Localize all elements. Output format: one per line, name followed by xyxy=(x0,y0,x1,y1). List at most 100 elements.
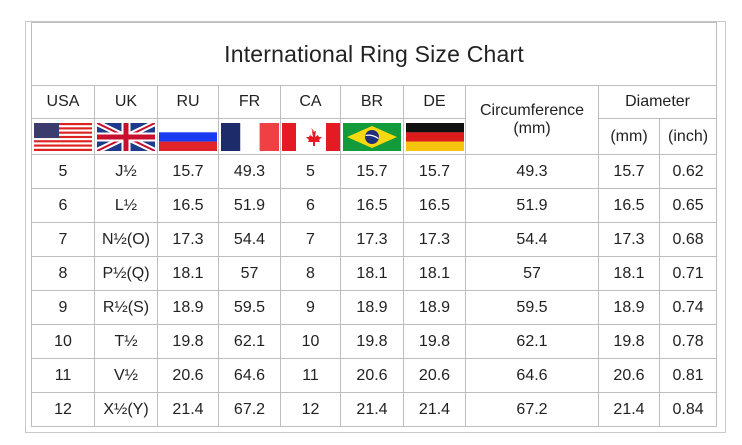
cell-de: 16.5 xyxy=(403,188,466,223)
france-flag-icon xyxy=(220,122,279,151)
cell-circumference-mm: 51.9 xyxy=(465,188,599,223)
cell-diameter-mm: 21.4 xyxy=(598,392,660,427)
header-diameter: Diameter xyxy=(597,85,718,119)
ring-size-table: International Ring Size Chart USA UK RU … xyxy=(30,22,718,427)
cell-uk: V½ xyxy=(94,358,158,393)
cell-br: 18.9 xyxy=(340,290,404,325)
cell-fr: 51.9 xyxy=(218,188,281,223)
cell-ca: 12 xyxy=(280,392,341,427)
header-fr: FR xyxy=(218,85,281,119)
circumference-unit: (mm) xyxy=(513,120,551,137)
cell-ca: 9 xyxy=(280,290,341,325)
cell-ca: 7 xyxy=(280,222,341,257)
header-br: BR xyxy=(340,85,404,119)
header-circumference: Circumference (mm) xyxy=(465,85,599,155)
table-row: 10 T½ 19.8 62.1 10 19.8 19.8 62.1 19.8 0.78 xyxy=(31,324,718,359)
usa-flag-icon xyxy=(34,122,92,151)
cell-diameter-mm: 16.5 xyxy=(598,188,660,223)
cell-br: 16.5 xyxy=(340,188,404,223)
cell-de: 19.8 xyxy=(403,324,466,359)
cell-circumference-mm: 57 xyxy=(465,256,599,291)
cell-usa: 12 xyxy=(31,392,95,427)
cell-usa: 11 xyxy=(31,358,95,393)
cell-usa: 7 xyxy=(31,222,95,257)
header-uk: UK xyxy=(94,85,158,119)
cell-ru: 21.4 xyxy=(157,392,219,427)
header-usa: USA xyxy=(31,85,95,119)
cell-circumference-mm: 62.1 xyxy=(465,324,599,359)
cell-br: 15.7 xyxy=(340,154,404,189)
cell-diameter-mm: 19.8 xyxy=(598,324,660,359)
cell-de: 20.6 xyxy=(403,358,466,393)
cell-diameter-inch: 0.81 xyxy=(658,358,718,393)
table-row: 11 V½ 20.6 64.6 11 20.6 20.6 64.6 20.6 0.81 xyxy=(31,358,718,393)
cell-uk: P½(Q) xyxy=(94,256,158,291)
germany-flag-cell xyxy=(403,118,466,155)
cell-uk: R½(S) xyxy=(94,290,158,325)
table-row: 12 X½(Y) 21.4 67.2 12 21.4 21.4 67.2 21.4 0.84 xyxy=(31,392,718,427)
cell-uk: X½(Y) xyxy=(94,392,158,427)
cell-ru: 19.8 xyxy=(157,324,219,359)
header-diameter-inch: (inch) xyxy=(658,118,718,155)
russia-flag-icon xyxy=(159,122,217,151)
cell-circumference-mm: 64.6 xyxy=(465,358,599,393)
cell-uk: N½(O) xyxy=(94,222,158,257)
cell-fr: 59.5 xyxy=(218,290,281,325)
cell-diameter-mm: 18.1 xyxy=(598,256,660,291)
table-row: 8 P½(Q) 18.1 57 8 18.1 18.1 57 18.1 0.71 xyxy=(31,256,718,291)
usa-flag-cell xyxy=(31,118,95,155)
cell-ru: 15.7 xyxy=(157,154,219,189)
cell-circumference-mm: 59.5 xyxy=(465,290,599,325)
cell-diameter-inch: 0.78 xyxy=(658,324,718,359)
cell-ca: 8 xyxy=(280,256,341,291)
cell-circumference-mm: 49.3 xyxy=(465,154,599,189)
cell-br: 21.4 xyxy=(340,392,404,427)
cell-ru: 17.3 xyxy=(157,222,219,257)
cell-usa: 8 xyxy=(31,256,95,291)
cell-fr: 67.2 xyxy=(218,392,281,427)
cell-fr: 57 xyxy=(218,256,281,291)
cell-br: 20.6 xyxy=(340,358,404,393)
table-row: 6 L½ 16.5 51.9 6 16.5 16.5 51.9 16.5 0.65 xyxy=(31,188,718,223)
table-row: 9 R½(S) 18.9 59.5 9 18.9 18.9 59.5 18.9 0.74 xyxy=(31,290,718,325)
cell-diameter-inch: 0.84 xyxy=(658,392,718,427)
cell-usa: 9 xyxy=(31,290,95,325)
uk-flag-cell xyxy=(94,118,158,155)
brazil-flag-icon xyxy=(343,122,401,151)
cell-br: 17.3 xyxy=(340,222,404,257)
cell-de: 21.4 xyxy=(403,392,466,427)
table-row: 5 J½ 15.7 49.3 5 15.7 15.7 49.3 15.7 0.62 xyxy=(31,154,718,189)
cell-uk: L½ xyxy=(94,188,158,223)
cell-ru: 18.9 xyxy=(157,290,219,325)
cell-uk: T½ xyxy=(94,324,158,359)
cell-ru: 18.1 xyxy=(157,256,219,291)
circumference-label: Circumference xyxy=(479,102,585,119)
cell-diameter-inch: 0.71 xyxy=(658,256,718,291)
cell-fr: 49.3 xyxy=(218,154,281,189)
cell-usa: 6 xyxy=(31,188,95,223)
header-diameter-mm: (mm) xyxy=(598,118,660,155)
cell-de: 17.3 xyxy=(403,222,466,257)
cell-ca: 11 xyxy=(280,358,341,393)
germany-flag-icon xyxy=(405,122,464,151)
cell-de: 15.7 xyxy=(403,154,466,189)
page-title: International Ring Size Chart xyxy=(30,22,718,86)
cell-uk: J½ xyxy=(94,154,158,189)
cell-usa: 5 xyxy=(31,154,95,189)
cell-fr: 64.6 xyxy=(218,358,281,393)
cell-ca: 6 xyxy=(280,188,341,223)
france-flag-cell xyxy=(218,118,281,155)
cell-diameter-mm: 17.3 xyxy=(598,222,660,257)
header-de: DE xyxy=(403,85,466,119)
cell-br: 19.8 xyxy=(340,324,404,359)
cell-ca: 10 xyxy=(280,324,341,359)
uk-flag-icon xyxy=(97,122,155,151)
cell-de: 18.1 xyxy=(403,256,466,291)
cell-ru: 16.5 xyxy=(157,188,219,223)
header-ca: CA xyxy=(280,85,341,119)
cell-diameter-inch: 0.65 xyxy=(658,188,718,223)
table-row: 7 N½(O) 17.3 54.4 7 17.3 17.3 54.4 17.3 0.68 xyxy=(31,222,718,257)
cell-usa: 10 xyxy=(31,324,95,359)
cell-de: 18.9 xyxy=(403,290,466,325)
cell-ca: 5 xyxy=(280,154,341,189)
